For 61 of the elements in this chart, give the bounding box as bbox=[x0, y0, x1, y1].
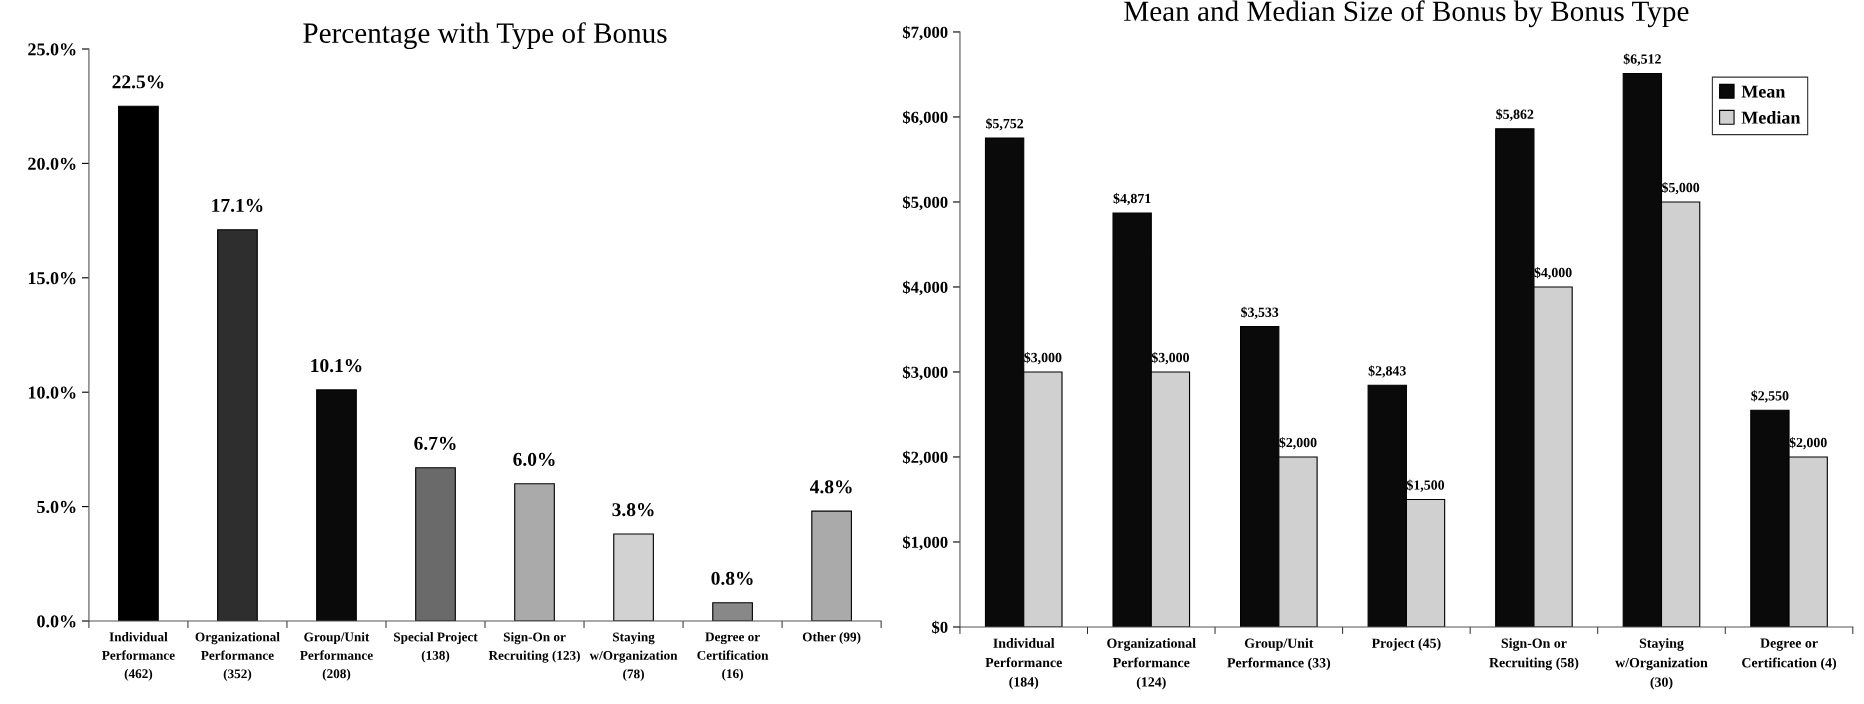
bar bbox=[118, 105, 159, 621]
x-tick-label: Group/Unit Performance (208) bbox=[300, 632, 373, 681]
data-label: $5,752 bbox=[986, 118, 1024, 131]
x-tick-label: Degree or Certification (16) bbox=[697, 632, 769, 681]
y-tick-label: $3,000 bbox=[902, 365, 948, 381]
x-tick-label: Group/Unit Performance (33) bbox=[1227, 638, 1331, 671]
data-label: $5,000 bbox=[1662, 182, 1700, 195]
x-tick-label: Individual Performance (184) bbox=[985, 638, 1062, 690]
data-label: $2,000 bbox=[1279, 437, 1317, 450]
y-tick-label: $7,000 bbox=[902, 25, 948, 41]
x-tick-label: Individual Performance (462) bbox=[102, 632, 175, 681]
data-label: 6.0% bbox=[513, 452, 555, 466]
chart-title: Mean and Median Size of Bonus by Bonus Type bbox=[1124, 0, 1689, 28]
y-tick-label: $2,000 bbox=[902, 450, 948, 466]
y-tick-label: 20.0% bbox=[28, 157, 76, 170]
data-label: $5,862 bbox=[1496, 108, 1534, 121]
y-tick-label: $0 bbox=[932, 620, 948, 635]
y-tick-label: 0.0% bbox=[37, 615, 76, 628]
x-tick-label: Project (45) bbox=[1371, 638, 1441, 651]
data-label: $3,533 bbox=[1241, 306, 1279, 319]
data-label: 22.5% bbox=[112, 75, 164, 89]
data-label: $1,500 bbox=[1406, 479, 1445, 492]
data-label: $2,550 bbox=[1751, 390, 1789, 403]
y-tick-label: 25.0% bbox=[28, 43, 76, 56]
data-label: 4.8% bbox=[809, 480, 852, 494]
y-tick-label: 5.0% bbox=[37, 500, 76, 514]
bar bbox=[712, 602, 753, 621]
x-tick-label: Special Project (138) bbox=[394, 632, 478, 663]
x-tick-label: Staying w/Organization (30) bbox=[1615, 638, 1708, 690]
data-label: 17.1% bbox=[212, 198, 263, 212]
x-tick-label: Sign-On or Recruiting (58) bbox=[1489, 638, 1579, 671]
legend-label: Mean bbox=[1741, 85, 1786, 98]
y-tick-label: $1,000 bbox=[902, 535, 948, 551]
data-label: 10.1% bbox=[311, 358, 362, 373]
y-tick-label: $4,000 bbox=[902, 280, 948, 296]
y-tick-label: 10.0% bbox=[28, 386, 76, 399]
data-label: $6,512 bbox=[1623, 53, 1661, 66]
x-tick-label: Organizational Performance (352) bbox=[195, 632, 280, 681]
data-label: $2,843 bbox=[1368, 365, 1406, 378]
bar bbox=[415, 467, 456, 621]
x-tick-label: Organizational Performance (124) bbox=[1107, 638, 1196, 690]
bar bbox=[613, 533, 654, 621]
bar bbox=[514, 483, 555, 621]
y-tick-label: 15.0% bbox=[28, 272, 76, 285]
data-label: 3.8% bbox=[612, 503, 654, 517]
bar bbox=[811, 510, 852, 621]
chart-title: Percentage with Type of Bonus bbox=[303, 22, 667, 49]
x-tick-label: Degree or Certification (4) bbox=[1742, 638, 1837, 671]
x-tick-label: Staying w/Organization (78) bbox=[589, 632, 678, 682]
y-tick-label: $5,000 bbox=[902, 195, 948, 211]
data-label: 0.8% bbox=[711, 571, 753, 585]
bar bbox=[217, 229, 258, 621]
legend-label: Median bbox=[1741, 111, 1801, 124]
data-label: $3,000 bbox=[1024, 352, 1062, 365]
data-label: $4,871 bbox=[1113, 192, 1151, 206]
bar bbox=[316, 389, 357, 621]
data-label: $4,000 bbox=[1534, 267, 1572, 280]
y-tick-label: $6,000 bbox=[902, 110, 948, 126]
data-label: 6.7% bbox=[414, 436, 456, 450]
x-tick-label: Sign-On or Recruiting (123) bbox=[488, 632, 580, 663]
x-tick-label: Other (99) bbox=[802, 632, 861, 645]
